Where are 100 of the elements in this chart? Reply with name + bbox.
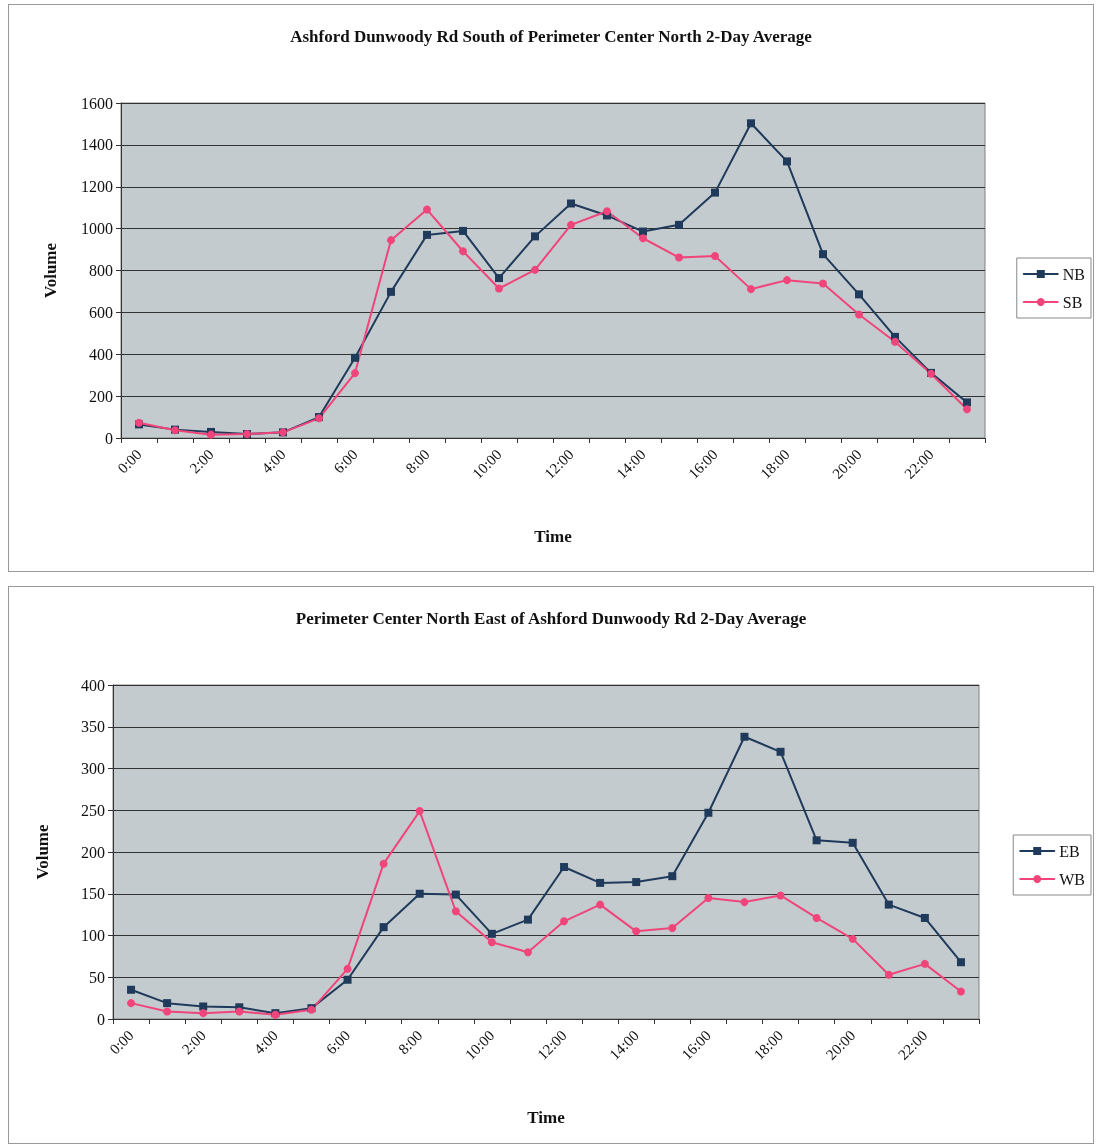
point [704, 808, 713, 817]
point [387, 236, 395, 245]
y-tick-label: 0 [105, 429, 113, 447]
y-tick-label: 250 [81, 801, 105, 819]
y-tick-label: 200 [89, 387, 113, 405]
point [379, 859, 388, 868]
point [740, 732, 749, 741]
x-tick-label: 4:00 [250, 1027, 282, 1058]
point [451, 890, 460, 899]
y-tick-label: 1200 [81, 178, 113, 196]
y-tick-label: 400 [81, 676, 105, 694]
y-axis-title: Volume [33, 824, 52, 880]
point [675, 220, 683, 229]
point [783, 157, 791, 166]
point [963, 405, 971, 414]
x-tick-label: 4:00 [258, 446, 289, 477]
point [891, 337, 899, 346]
point [423, 230, 431, 239]
point [603, 207, 611, 216]
point [163, 1007, 172, 1016]
point [487, 938, 496, 947]
point [639, 234, 647, 243]
point [704, 893, 713, 902]
legend-label: EB [1059, 842, 1080, 860]
point [855, 290, 863, 299]
point [415, 889, 424, 898]
point [127, 985, 136, 994]
x-tick-label: 6:00 [330, 446, 361, 477]
point [495, 284, 503, 293]
y-tick-label: 300 [81, 760, 105, 777]
point [632, 878, 641, 887]
point [199, 1002, 208, 1011]
y-tick-label: 1000 [81, 220, 113, 238]
point [459, 247, 467, 256]
point [776, 891, 785, 900]
y-tick-label: 800 [89, 262, 113, 279]
chart-title: Perimeter Center North East of Ashford Dunwoody Rd 2-Day Average [295, 609, 807, 628]
point [668, 923, 677, 932]
y-tick-label: 200 [81, 843, 105, 861]
point [668, 872, 677, 881]
point [451, 907, 460, 916]
point [920, 913, 929, 922]
point [963, 398, 971, 407]
x-tick-label: 6:00 [323, 1027, 354, 1058]
point [848, 934, 857, 943]
y-tick-label: 600 [89, 303, 113, 321]
point [848, 838, 857, 847]
point [415, 807, 424, 816]
point [596, 878, 605, 887]
y-axis-title: Volume [41, 242, 60, 299]
point [163, 999, 172, 1008]
point [199, 1009, 208, 1018]
x-axis-title: Time [527, 1108, 566, 1127]
legend-label: WB [1059, 870, 1086, 888]
point [531, 232, 539, 241]
legend-label: SB [1062, 293, 1083, 311]
point [884, 900, 893, 909]
point [567, 220, 575, 229]
point [596, 900, 605, 909]
point [812, 836, 821, 845]
point [711, 252, 719, 261]
point [812, 913, 821, 922]
point [855, 310, 863, 319]
point [819, 279, 827, 288]
point [127, 999, 136, 1008]
y-tick-label: 150 [81, 885, 105, 903]
point [387, 287, 395, 296]
point [531, 265, 539, 274]
point [459, 226, 467, 235]
y-tick-label: 400 [89, 345, 113, 363]
point [956, 987, 965, 996]
x-axis-title: Time [534, 527, 573, 546]
point [523, 915, 532, 924]
point [560, 863, 569, 872]
y-tick-label: 0 [97, 1010, 105, 1028]
x-tick-label: 0:00 [114, 446, 145, 477]
x-tick-label: 8:00 [402, 446, 433, 477]
point [747, 285, 755, 294]
chart-title: Ashford Dunwoody Rd South of Perimeter Center North 2-Day Average [290, 27, 813, 46]
point [783, 276, 791, 285]
point [711, 188, 719, 197]
point [956, 958, 965, 967]
point [351, 369, 359, 378]
point [567, 199, 575, 208]
point [740, 898, 749, 907]
point [235, 1007, 244, 1016]
x-tick-label: 0:00 [106, 1027, 137, 1058]
y-tick-label: 1400 [81, 136, 113, 154]
point [632, 927, 641, 936]
x-tick-label: 2:00 [186, 446, 217, 477]
point [675, 253, 683, 262]
point [343, 975, 352, 984]
point [819, 250, 827, 259]
y-tick-label: 50 [89, 968, 105, 986]
point [776, 747, 785, 756]
point [523, 948, 532, 957]
point [560, 917, 569, 926]
y-tick-label: 1600 [81, 94, 113, 112]
point [423, 205, 431, 214]
point [351, 353, 359, 362]
